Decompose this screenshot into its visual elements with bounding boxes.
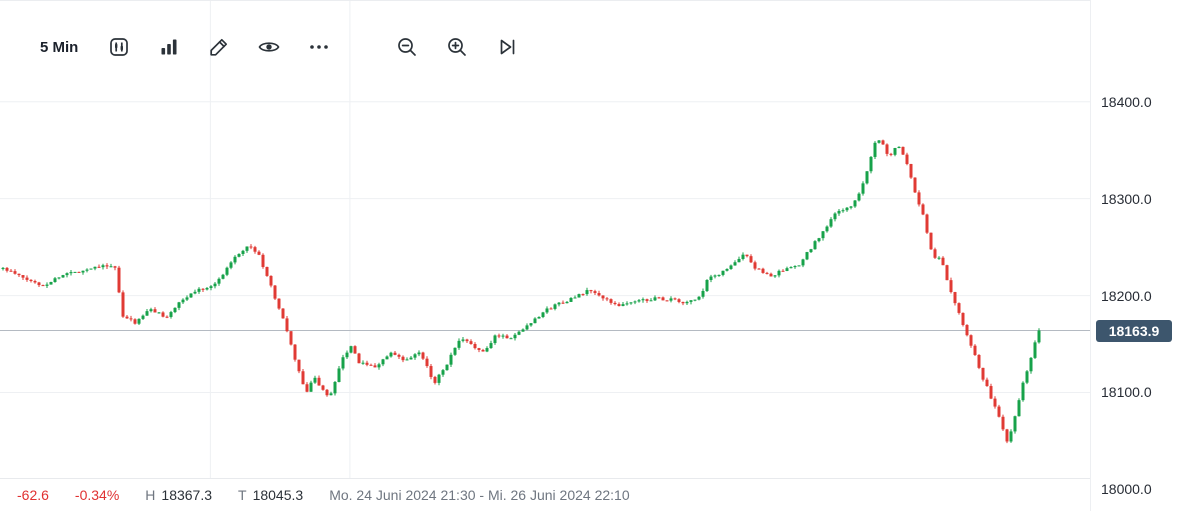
price-tick-label: 18100.0 bbox=[1101, 384, 1152, 401]
chart-toolbar: 5 Min bbox=[26, 27, 526, 67]
chart-style-button[interactable] bbox=[100, 28, 138, 66]
time-range: Mo. 24 Juni 2024 21:30 - Mi. 26 Juni 202… bbox=[329, 487, 630, 503]
draw-button[interactable] bbox=[200, 28, 238, 66]
session-low-value: 18045.3 bbox=[252, 487, 304, 503]
ellipsis-icon bbox=[310, 45, 329, 49]
session-high: H 18367.3 bbox=[145, 487, 212, 503]
current-price-badge: 18163.9 bbox=[1096, 319, 1172, 342]
zoom-in-button[interactable] bbox=[438, 28, 476, 66]
visibility-button[interactable] bbox=[250, 28, 288, 66]
zoom-out-button[interactable] bbox=[388, 28, 426, 66]
timeframe-button[interactable]: 5 Min bbox=[26, 28, 88, 66]
change-absolute: -62.6 bbox=[17, 487, 49, 503]
zoom-out-icon bbox=[398, 38, 417, 56]
go-to-latest-button[interactable] bbox=[488, 28, 526, 66]
price-tick-label: 18200.0 bbox=[1101, 287, 1152, 304]
go-to-latest-icon bbox=[500, 39, 515, 55]
price-tick-label: 18400.0 bbox=[1101, 93, 1152, 110]
pencil-icon bbox=[210, 38, 228, 56]
price-axis[interactable]: 18163.9 18400.0 18300.0 18200.0 18100.0 1800… bbox=[1090, 0, 1177, 511]
session-low-label: T bbox=[238, 487, 247, 503]
zoom-in-icon bbox=[448, 38, 467, 56]
session-high-value: 18367.3 bbox=[161, 487, 213, 503]
candlestick-chart[interactable] bbox=[0, 0, 1090, 511]
price-tick-label: 18300.0 bbox=[1101, 190, 1152, 207]
chart-area: 5 Min bbox=[0, 0, 1090, 511]
more-options-button[interactable] bbox=[300, 28, 338, 66]
price-tick-label: 18000.0 bbox=[1101, 481, 1152, 498]
session-low: T 18045.3 bbox=[238, 487, 303, 503]
bar-chart-icon bbox=[161, 39, 177, 55]
change-percent: -0.34% bbox=[74, 487, 120, 503]
status-bar: -62.6 -0.34% H 18367.3 T 18045.3 Mo. 24 … bbox=[0, 478, 1090, 511]
top-divider bbox=[0, 0, 1177, 1]
indicators-button[interactable] bbox=[150, 28, 188, 66]
eye-icon bbox=[258, 42, 280, 52]
chart-style-icon bbox=[110, 38, 129, 56]
session-high-label: H bbox=[145, 487, 156, 503]
